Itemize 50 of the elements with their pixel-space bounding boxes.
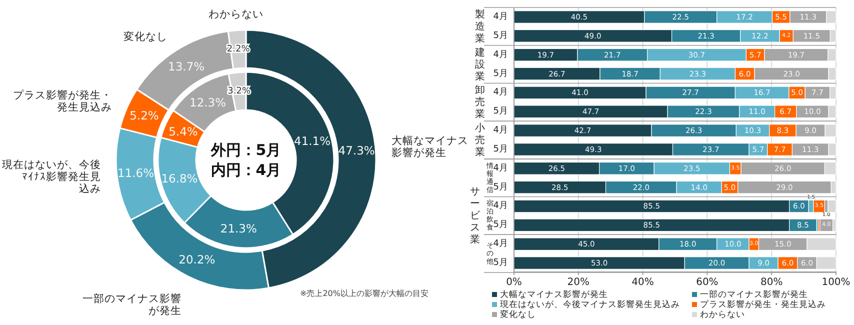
slice-label: プラス影響が発生・発生見込み xyxy=(13,88,112,114)
text: 外円：5月 xyxy=(210,141,282,159)
text: 卸売業 xyxy=(475,84,485,120)
y-tick-label: 4月 xyxy=(493,88,508,98)
y-tick-label: 4月 xyxy=(493,163,508,174)
legend-label: 大幅なマイナス影響が発生 xyxy=(500,289,608,300)
legend-label: 現在はないが、今後マイナス影響発生見込み xyxy=(500,299,680,310)
x-tick-label: 20% xyxy=(567,277,590,288)
data-label: 20.2% xyxy=(178,252,216,267)
y-tick-label: 4月 xyxy=(493,12,508,22)
text: 建設業 xyxy=(474,46,485,82)
x-tick-label: 0% xyxy=(506,277,522,288)
y-tick-label: 4月 xyxy=(493,126,508,136)
y-tick-label: 5月 xyxy=(493,144,508,154)
legend-label: プラス影響が発生・発生見込み xyxy=(700,299,826,310)
data-label: 5.4% xyxy=(168,124,198,138)
y-tick-label: 5月 xyxy=(493,182,508,192)
y-tick-label: 5月 xyxy=(493,258,508,268)
data-label: 5.2% xyxy=(130,108,159,123)
y-tick-label: 5月 xyxy=(493,106,508,117)
y-tick-label: 4月 xyxy=(493,50,508,60)
data-label: 16.8% xyxy=(161,171,198,186)
text: ※売上20%以上の影響が大幅の目安 xyxy=(300,289,428,298)
y-tick-label: 5月 xyxy=(493,68,508,79)
data-label: 12.3% xyxy=(190,96,226,110)
slice-label: 現在はないが、今後ﾏｲﾅｽ影響発生見込み xyxy=(2,158,101,195)
legend-label: 変化なし xyxy=(500,309,536,320)
x-tick-label: 80% xyxy=(760,277,783,288)
slice-label: 大幅なマイナス影響が発生 xyxy=(391,134,468,160)
x-tick-label: 100% xyxy=(822,277,850,288)
legend-label: 一部のマイナス影響が発生 xyxy=(700,289,808,300)
text: 小売業 xyxy=(475,122,485,158)
legend-label: わからない xyxy=(700,310,745,320)
data-label: 41.1% xyxy=(294,134,331,148)
text: サービス業 xyxy=(470,186,481,246)
slice-label: 変化なし xyxy=(124,30,168,43)
y-tick-label: 4月 xyxy=(493,201,508,212)
data-label: 11.6% xyxy=(117,166,154,180)
y-tick-label: 4月 xyxy=(493,239,508,250)
slice-label: わからない xyxy=(208,8,264,20)
slice-label: 一部のマイナス影響が発生 xyxy=(82,292,182,317)
x-tick-label: 40% xyxy=(632,277,654,288)
text: 内円：4月 xyxy=(210,161,282,179)
data-label: 13.7% xyxy=(168,59,205,74)
data-label: 47.3% xyxy=(338,143,375,158)
y-tick-label: 5月 xyxy=(493,220,508,230)
x-tick-label: 60% xyxy=(696,277,718,288)
text: 製造業 xyxy=(475,8,485,44)
y-tick-label: 5月 xyxy=(493,30,508,41)
data-label: 21.3% xyxy=(220,222,257,236)
